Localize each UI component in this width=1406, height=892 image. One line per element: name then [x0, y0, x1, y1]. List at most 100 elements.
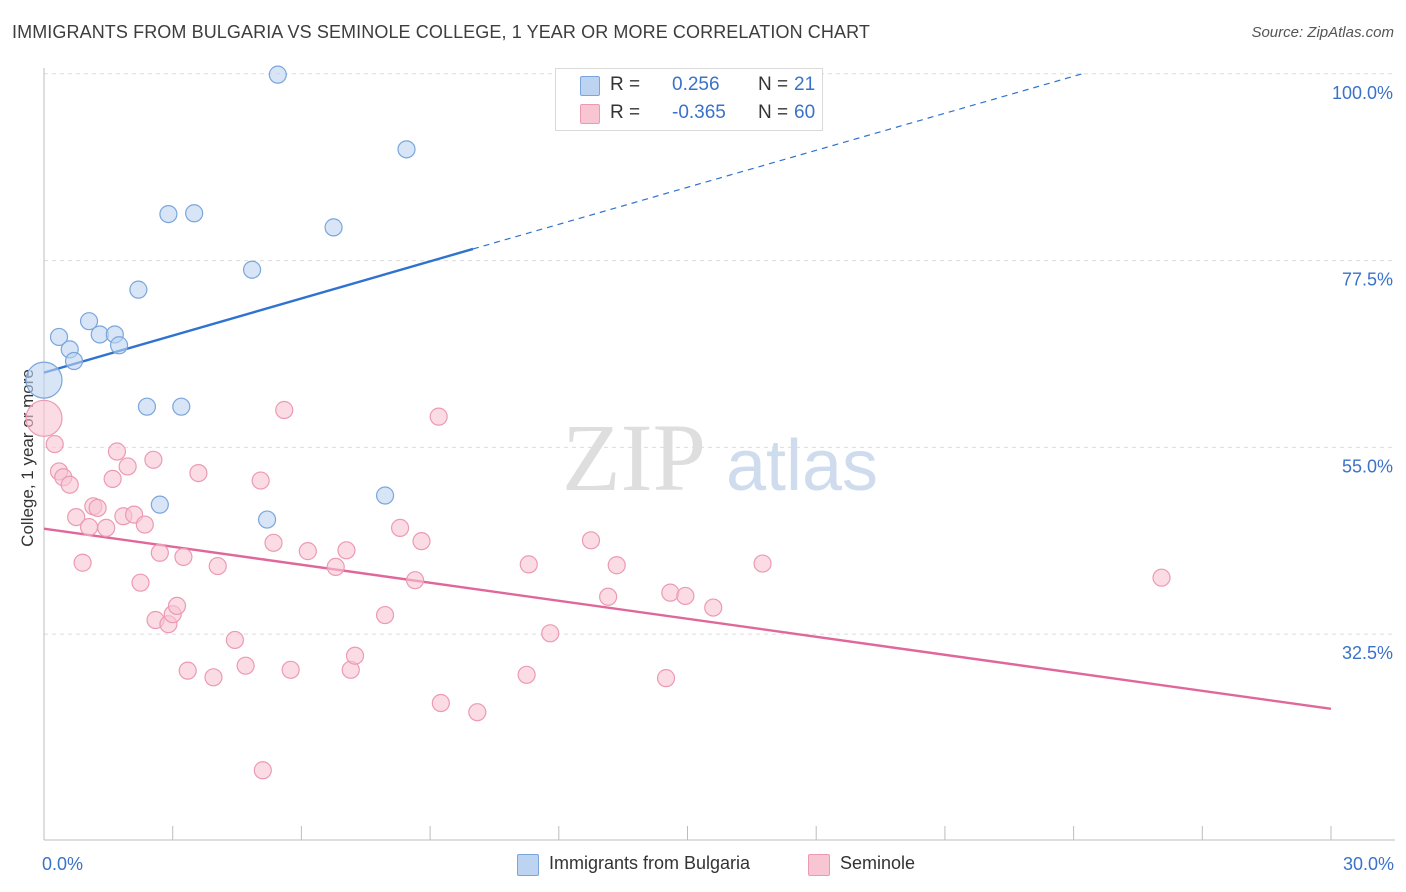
seminole-point [118, 457, 137, 476]
bulgaria-point [109, 336, 129, 355]
seminole-point [225, 630, 245, 650]
bulgaria-point [49, 327, 69, 347]
seminole-point [135, 515, 154, 534]
bulgaria-point [324, 218, 343, 237]
seminole-point [144, 450, 163, 469]
seminole-point [251, 471, 270, 490]
bulgaria-point [150, 495, 169, 514]
seminole-point [97, 518, 116, 537]
n-label: N = [758, 74, 789, 95]
seminole-point [88, 498, 107, 518]
seminole-point [281, 660, 300, 679]
seminole-point [131, 573, 150, 592]
seminole-point [103, 469, 122, 489]
seminole-point [208, 556, 227, 576]
seminole-point [405, 571, 425, 590]
seminole-point [468, 703, 487, 722]
seminole-point [541, 624, 560, 643]
r-label: R = [610, 74, 641, 95]
tick-labels: 100.0% 77.5% 55.0% 32.5% 0.0% 30.0% [42, 83, 1394, 874]
bulgaria-point [397, 140, 416, 159]
bulgaria-point [185, 204, 204, 223]
seminole-point [519, 555, 538, 574]
bulgaria-point [129, 280, 148, 299]
seminole-point [661, 583, 680, 602]
watermark: ZIP atlas [562, 404, 878, 511]
pink-swatch [580, 104, 600, 124]
r-value: 0.256 [672, 74, 720, 95]
seminole-point [431, 693, 450, 713]
seminole-point [73, 553, 92, 572]
bulgaria-point [375, 486, 395, 505]
seminole-point [581, 531, 601, 550]
seminole-point [275, 400, 294, 420]
seminole-point [60, 475, 79, 494]
y-tick-label: 77.5% [1342, 270, 1393, 290]
bulgaria-point [137, 397, 157, 416]
seminole-point [390, 518, 410, 537]
legend-label: Seminole [840, 853, 916, 873]
seminole-point [676, 586, 695, 606]
seminole-point [167, 596, 187, 616]
seminole-point [79, 517, 99, 537]
source-label: Source: ZipAtlas.com [1251, 24, 1394, 41]
watermark-zip: ZIP [562, 404, 706, 511]
bulgaria-point [172, 397, 191, 416]
seminole-point [607, 556, 626, 575]
legend-swatch-blue [517, 854, 539, 876]
chart-title: IMMIGRANTS FROM BULGARIA VS SEMINOLE COL… [12, 22, 870, 42]
r-label: R = [610, 102, 641, 123]
n-value: 60 [794, 102, 816, 123]
bulgaria-point [159, 204, 178, 224]
seminole-point [174, 547, 193, 567]
y-tick-label: 100.0% [1332, 83, 1393, 103]
seminole-point [178, 661, 197, 680]
bulgaria-point [25, 361, 63, 399]
seminole-point [704, 598, 723, 617]
trend-lines [43, 73, 1332, 711]
seminole-point [67, 507, 86, 527]
y-tick-label: 32.5% [1342, 643, 1393, 663]
correlation-stats-box: R = 0.256 N = 21 R = -0.365 N = 60 [555, 68, 823, 131]
seminole-point [599, 587, 618, 606]
r-value: -0.365 [672, 102, 726, 123]
seminole-point [25, 399, 63, 437]
seminole-point [656, 669, 676, 688]
seminole-point [236, 656, 255, 675]
blue-swatch [580, 76, 600, 96]
seminole-point [150, 543, 169, 562]
seminole-point [375, 605, 395, 625]
n-value: 21 [794, 74, 816, 95]
seminole-point [1152, 568, 1171, 587]
seminole-trend-line [43, 527, 1332, 711]
seminole-point [204, 668, 223, 687]
seminole-point [517, 665, 536, 684]
data-points [25, 65, 1171, 780]
axes [43, 68, 1395, 841]
gridlines [43, 73, 1395, 840]
watermark-atlas: atlas [726, 426, 878, 506]
bulgaria-point [242, 260, 262, 279]
seminole-point [253, 761, 272, 780]
legend-swatch-pink [808, 854, 830, 876]
bulgaria-point [64, 351, 84, 371]
seminole-point [326, 557, 345, 576]
seminole-point [429, 407, 448, 426]
bulgaria-point [268, 65, 287, 84]
seminole-point [753, 554, 772, 573]
seminole-point [337, 541, 356, 560]
seminole-point [264, 533, 283, 552]
seminole-point [107, 442, 127, 461]
x-tick-label: 30.0% [1343, 854, 1394, 874]
bulgaria-trend-extension [472, 73, 1083, 250]
n-label: N = [758, 102, 789, 123]
seminole-point [412, 532, 431, 551]
seminole-point [45, 434, 64, 454]
seminole-point [345, 646, 365, 665]
bulgaria-point [79, 312, 99, 331]
legend-label: Immigrants from Bulgaria [549, 853, 751, 873]
y-tick-label: 55.0% [1342, 456, 1393, 476]
seminole-point [189, 463, 208, 483]
x-tick-label: 0.0% [42, 854, 83, 874]
